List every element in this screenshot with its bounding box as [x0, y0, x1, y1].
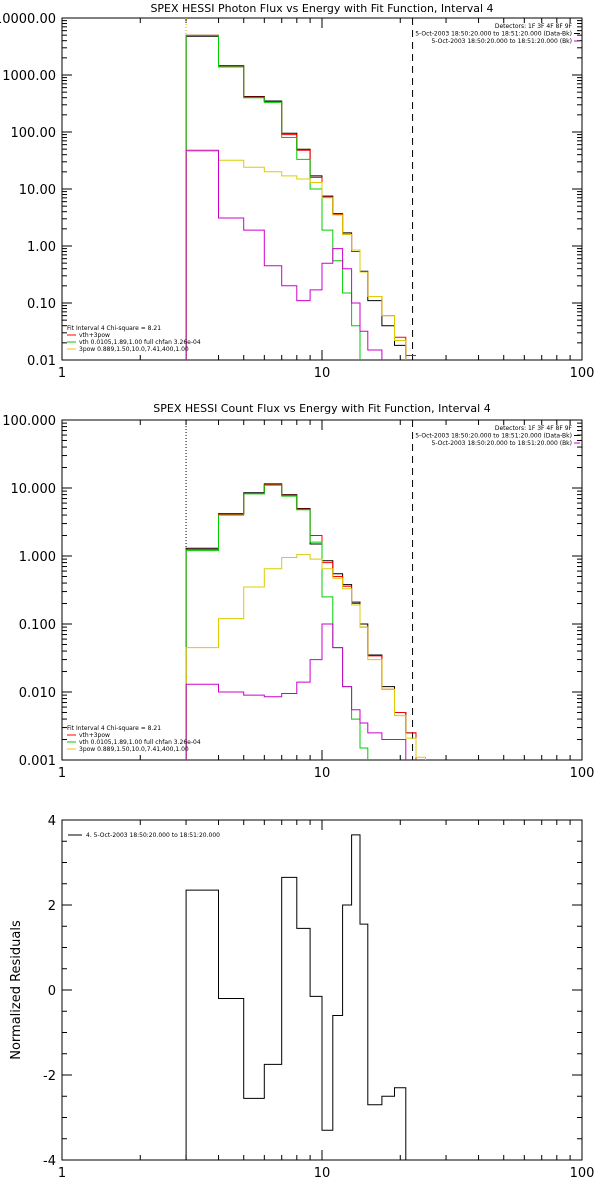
plot-area [185, 420, 426, 760]
y-axis-title: Normalized Residuals [9, 920, 24, 1060]
x-tick-label: 10 [314, 1166, 331, 1181]
annotation-text: vth+3pow [79, 332, 110, 339]
y-tick-label: 10000.00 [0, 12, 56, 27]
x-tick-label: 100 [570, 366, 595, 381]
photon-flux-panel: SPEX HESSI Photon Flux vs Energy with Fi… [0, 2, 595, 381]
series-line [185, 35, 416, 360]
y-tick-label: 0.010 [19, 686, 56, 701]
y-tick-label: -2 [43, 1069, 56, 1084]
x-tick-label: 1 [58, 766, 66, 781]
annotation-text: 3pow 0.889,1.50,10.0,7.41,400,1.00 [79, 346, 189, 353]
chart-title: SPEX HESSI Photon Flux vs Energy with Fi… [150, 2, 493, 15]
plot-area [185, 18, 416, 360]
legend-text: 4. 5-Oct-2003 18:50:20.000 to 18:51:20.0… [86, 832, 220, 839]
x-tick-label: 1 [58, 1166, 66, 1181]
y-tick-label: 0.001 [19, 754, 56, 769]
y-tick-label: 100.00 [11, 126, 57, 141]
annotation-text: 3pow 0.889,1.50,10.0,7.41,400,1.00 [79, 746, 189, 753]
series-line [185, 623, 407, 760]
x-tick-label: 10 [314, 366, 331, 381]
header-text: 5-Oct-2003 18:50:20.000 to 18:51:20.000 … [432, 440, 573, 447]
annotation-text: vth+3pow [79, 732, 110, 739]
x-tick-label: 1 [58, 366, 66, 381]
count-flux-panel: SPEX HESSI Count Flux vs Energy with Fit… [2, 402, 594, 781]
header-text: 5-Oct-2003 18:50:20.000 to 18:51:20.000 … [432, 38, 573, 45]
header-text: 5-Oct-2003 18:50:20.000 to 18:51:20.000 … [415, 31, 572, 38]
y-tick-label: 0 [48, 984, 56, 999]
series-line [185, 150, 407, 360]
series-line [185, 554, 426, 760]
series-line [185, 834, 416, 1160]
x-tick-label: 100 [570, 1166, 595, 1181]
y-tick-label: 1000.00 [2, 69, 56, 84]
annotation-text: vth 0.0105,1.89,1.00 full chfan 3.26e-04 [79, 739, 201, 746]
y-tick-label: 2 [48, 899, 56, 914]
series-line [185, 149, 383, 360]
header-text: 5-Oct-2003 18:50:20.000 to 18:51:20.000 … [415, 433, 572, 440]
y-tick-label: 0.01 [27, 354, 56, 369]
y-tick-label: 4 [48, 814, 56, 829]
x-tick-label: 10 [314, 766, 331, 781]
y-tick-label: 1.00 [27, 240, 56, 255]
series-line [185, 34, 361, 360]
annotation-text: Fit Interval 4 Chi-square = 8.21 [67, 325, 161, 332]
annotation-text: Fit Interval 4 Chi-square = 8.21 [67, 725, 161, 732]
y-tick-label: 10.00 [19, 183, 56, 198]
y-tick-label: 10.000 [11, 482, 57, 497]
y-tick-label: -4 [43, 1154, 56, 1169]
y-tick-label: 1.000 [19, 550, 56, 565]
series-line [185, 484, 369, 760]
chart-title: SPEX HESSI Count Flux vs Energy with Fit… [153, 402, 490, 415]
plot-area [185, 834, 416, 1160]
y-tick-label: 100.000 [2, 414, 56, 429]
y-tick-label: 0.10 [27, 297, 56, 312]
header-text: Detectors: 1F 3F 4F 8F 9F [495, 23, 573, 30]
header-text: Detectors: 1F 3F 4F 8F 9F [495, 425, 573, 432]
annotation-text: vth 0.0105,1.89,1.00 full chfan 3.26e-04 [79, 339, 201, 346]
y-tick-label: 0.100 [19, 618, 56, 633]
x-tick-label: 100 [570, 766, 595, 781]
residuals-panel: 1 10 100 -4 -2 0 2 4 Normalized Residuals 4. 5-Oc… [9, 814, 594, 1181]
